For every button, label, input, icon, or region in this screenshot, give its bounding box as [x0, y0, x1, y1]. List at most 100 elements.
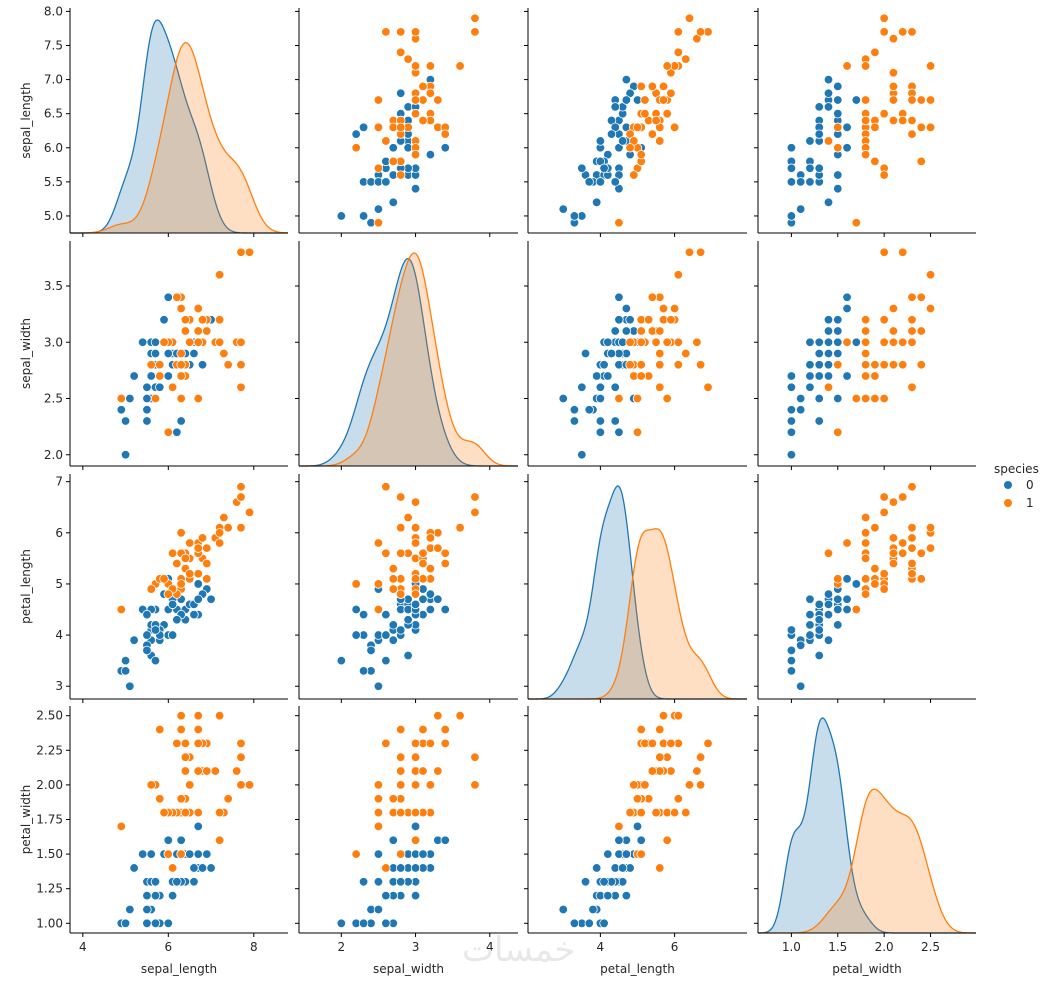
point-series-1-40	[916, 326, 926, 336]
point-series-0-0	[621, 74, 632, 85]
point-series-0-43	[786, 666, 797, 676]
point-series-1-31	[684, 13, 695, 23]
x-tick-label-petal_width: 1.0	[782, 940, 801, 954]
point-series-1-44	[658, 303, 669, 314]
point-series-1-43	[197, 315, 208, 325]
point-series-0-41	[410, 599, 421, 610]
point-series-0-35	[163, 292, 174, 302]
point-series-1-19	[351, 579, 361, 589]
point-series-0-37	[358, 122, 369, 133]
y-tick-label-sepal_length: 7.5	[44, 39, 63, 53]
point-series-0-41	[617, 136, 628, 146]
kde-fill-series-0	[528, 486, 747, 699]
point-series-1-34	[381, 136, 391, 146]
point-series-1-44	[193, 303, 203, 314]
point-series-0-29	[577, 382, 587, 392]
point-series-0-27	[632, 821, 643, 832]
y-tick-label-petal_width: 2.50	[36, 709, 63, 723]
point-series-0-34	[833, 337, 843, 347]
point-series-0-10	[336, 655, 347, 666]
point-series-0-6	[842, 303, 852, 314]
point-series-0-1	[425, 604, 436, 615]
point-series-1-17	[470, 27, 480, 37]
point-series-1-49	[159, 574, 169, 584]
point-series-0-33	[388, 143, 398, 153]
point-series-1-19	[632, 427, 643, 437]
point-series-0-11	[833, 620, 843, 630]
point-series-0-27	[193, 821, 203, 832]
point-series-0-40	[381, 609, 391, 620]
point-series-1-29	[662, 61, 672, 71]
point-series-0-15	[610, 326, 620, 336]
point-series-1-8	[860, 95, 871, 105]
point-series-1-49	[860, 574, 871, 584]
point-series-1-23	[860, 371, 871, 381]
point-series-1-14	[916, 574, 926, 584]
point-series-1-39	[202, 558, 212, 569]
point-series-1-21	[629, 780, 639, 790]
panel-petal_width-vs-sepal_width	[295, 706, 518, 937]
point-series-1-9	[673, 270, 684, 280]
point-series-1-11	[870, 563, 880, 574]
point-series-1-17	[236, 752, 246, 762]
point-series-0-0	[823, 74, 834, 85]
point-series-1-33	[396, 849, 406, 859]
point-series-0-12	[786, 143, 797, 153]
point-series-1-30	[223, 794, 233, 804]
point-series-1-10	[879, 315, 889, 325]
point-series-1-19	[351, 143, 361, 153]
point-series-1-29	[842, 61, 852, 71]
point-series-1-18	[381, 482, 391, 492]
point-series-1-40	[193, 326, 203, 336]
point-series-1-6	[116, 604, 126, 615]
point-series-1-25	[214, 807, 225, 818]
point-series-1-7	[860, 348, 871, 359]
point-series-1-7	[681, 348, 691, 359]
point-series-1-8	[193, 807, 203, 818]
point-series-1-34	[823, 548, 834, 558]
point-series-1-44	[433, 710, 443, 721]
point-series-1-30	[223, 522, 233, 533]
point-series-1-34	[823, 382, 834, 392]
point-series-0-39	[142, 393, 152, 404]
point-series-0-6	[842, 122, 852, 133]
point-series-0-48	[125, 393, 135, 404]
point-series-1-13	[373, 780, 384, 790]
point-series-1-40	[193, 724, 203, 735]
point-series-1-49	[860, 149, 871, 160]
point-series-0-38	[814, 337, 824, 347]
point-series-1-34	[823, 136, 834, 146]
point-series-1-47	[879, 108, 889, 119]
point-series-0-30	[588, 904, 598, 915]
point-series-1-37	[180, 326, 191, 336]
point-series-1-25	[860, 315, 871, 325]
point-series-0-9	[388, 197, 398, 208]
x-tick-label-petal_width: 2.0	[875, 940, 894, 954]
point-series-1-3	[655, 348, 665, 359]
point-series-0-45	[150, 337, 161, 347]
point-series-1-22	[396, 492, 406, 502]
point-series-0-3	[595, 416, 606, 426]
point-series-1-18	[907, 382, 917, 392]
point-series-0-25	[610, 102, 620, 112]
point-series-1-49	[410, 149, 421, 160]
point-series-1-37	[651, 807, 661, 818]
point-series-0-36	[193, 849, 203, 859]
point-series-1-28	[180, 766, 191, 776]
point-series-0-45	[150, 890, 161, 901]
point-series-1-49	[410, 574, 421, 584]
point-series-0-8	[189, 348, 199, 359]
point-series-0-29	[381, 655, 391, 666]
point-series-1-15	[425, 563, 436, 574]
x-tick-label-sepal_width: 3	[412, 940, 420, 954]
point-series-0-23	[805, 594, 815, 604]
point-series-1-40	[418, 548, 428, 558]
x-axis-label-sepal_length: sepal_length	[141, 962, 217, 976]
point-series-1-47	[879, 569, 889, 579]
point-series-0-27	[851, 579, 862, 589]
point-series-1-42	[870, 371, 880, 381]
point-series-0-43	[358, 666, 369, 676]
point-series-0-12	[163, 918, 174, 929]
point-series-1-8	[193, 393, 203, 404]
point-series-1-38	[625, 337, 635, 347]
